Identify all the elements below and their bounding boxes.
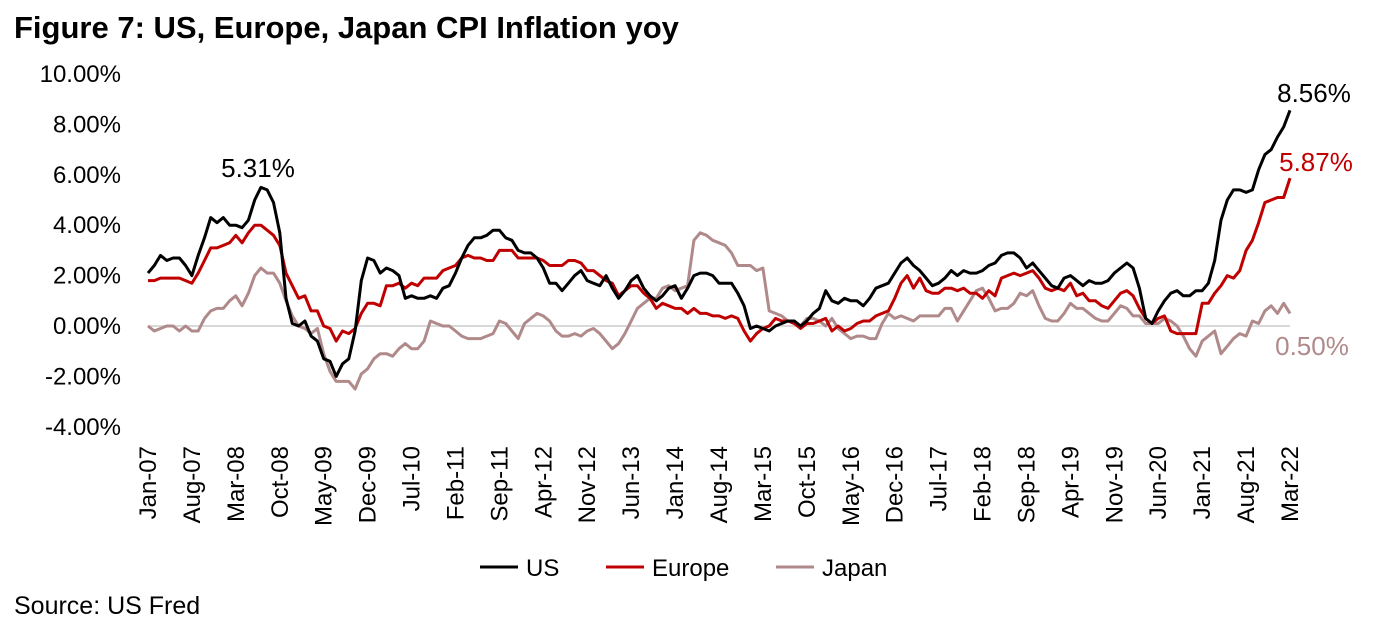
- annotations: 5.31% 8.56% 5.87% 0.50%: [221, 78, 1353, 361]
- x-tick-label: Oct-08: [267, 446, 294, 518]
- legend-label-japan: Japan: [822, 555, 887, 582]
- x-axis: Jan-07 Aug-07 Mar-08 Oct-08 May-09 Dec-09 Jul-…: [135, 446, 1304, 526]
- y-tick-label: 0.00%: [53, 313, 121, 340]
- x-tick-label: Aug-07: [179, 446, 206, 523]
- x-tick-label: Nov-19: [1101, 446, 1128, 523]
- data-label-us: 5.31%: [221, 153, 295, 183]
- x-tick-label: Apr-12: [530, 446, 557, 518]
- x-tick-label: Mar-08: [223, 446, 250, 522]
- x-tick-label: Jul-17: [926, 446, 953, 511]
- legend-label-europe: Europe: [652, 555, 729, 582]
- legend: US Europe Japan: [480, 555, 887, 582]
- legend-label-us: US: [526, 555, 559, 582]
- x-tick-label: Oct-15: [794, 446, 821, 518]
- chart-title: Figure 7: US, Europe, Japan CPI Inflatio…: [14, 10, 679, 45]
- x-tick-label: Aug-14: [706, 446, 733, 523]
- data-label-europe: 5.87%: [1279, 147, 1353, 177]
- x-tick-label: May-09: [311, 446, 338, 526]
- source-note: Source: US Fred: [14, 592, 201, 620]
- y-tick-label: -4.00%: [45, 414, 121, 441]
- y-axis: 10.00% 8.00% 6.00% 4.00% 2.00% 0.00% -2.00% -4.…: [40, 61, 121, 441]
- x-tick-label: Nov-12: [574, 446, 601, 523]
- x-tick-label: Mar-15: [750, 446, 777, 522]
- x-tick-label: Mar-22: [1277, 446, 1304, 522]
- x-tick-label: Feb-11: [442, 446, 469, 520]
- series-line-europe: [148, 177, 1292, 343]
- y-tick-label: -2.00%: [45, 363, 121, 390]
- x-tick-label: Aug-21: [1233, 446, 1260, 523]
- series-line-japan: [147, 231, 1292, 391]
- x-tick-label: Dec-16: [882, 446, 909, 523]
- x-tick-label: Jun-20: [1145, 446, 1172, 519]
- x-tick-label: Jun-13: [618, 446, 645, 519]
- x-tick-label: Jan-07: [135, 446, 162, 519]
- x-tick-label: Jul-10: [399, 446, 426, 511]
- data-label-japan: 0.50%: [1275, 331, 1349, 361]
- data-label-us: 8.56%: [1277, 78, 1351, 108]
- x-tick-label: Jan-21: [1189, 446, 1216, 519]
- series-line-us: [146, 109, 1292, 378]
- y-tick-label: 4.00%: [53, 212, 121, 239]
- x-tick-label: Sep-18: [1013, 446, 1040, 523]
- x-tick-label: Apr-19: [1057, 446, 1084, 518]
- y-tick-label: 2.00%: [53, 263, 121, 290]
- y-tick-label: 8.00%: [53, 111, 121, 138]
- series-lines: [146, 109, 1292, 391]
- y-tick-label: 6.00%: [53, 162, 121, 189]
- x-tick-label: Sep-11: [486, 446, 513, 522]
- y-tick-label: 10.00%: [40, 61, 121, 88]
- x-tick-label: Feb-18: [970, 446, 997, 522]
- x-tick-label: Dec-09: [355, 446, 382, 523]
- x-tick-label: May-16: [838, 446, 865, 526]
- x-tick-label: Jan-14: [662, 446, 689, 519]
